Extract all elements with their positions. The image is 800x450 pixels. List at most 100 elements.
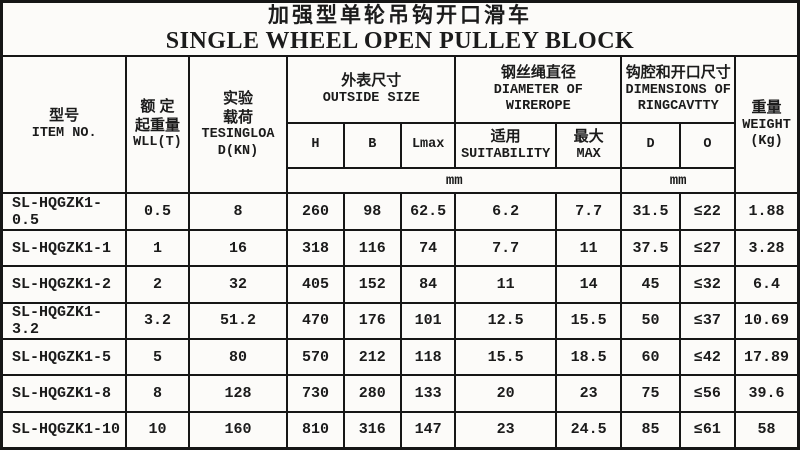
cell-d: 31.5 (620, 192, 681, 231)
header-sub-row: H B Lmax 适用 SUITABILITY 最大 MAX D O (2, 121, 799, 170)
cell-weight-kg: 17.89 (734, 337, 800, 377)
col-header-max: 最大 MAX (554, 121, 623, 170)
cell-b: 116 (342, 228, 402, 268)
cell-wll-t: 10 (125, 410, 190, 450)
col-header-suitability: 适用 SUITABILITY (454, 121, 557, 170)
cell-wll-t: 1 (125, 228, 190, 268)
spec-row: SL-HQGZK1-1 1 16 318 116 74 7.7 11 37.5 ≤27 3.28 (0, 228, 800, 268)
cell-rope-suitability: 11 (454, 265, 557, 304)
spec-row: SL-HQGZK1-10 10 160 810 316 147 23 24.5 85 ≤61 58 (0, 410, 800, 450)
cell-b: 152 (342, 265, 402, 304)
cell-weight-kg: 6.4 (734, 265, 800, 304)
cell-wll-t: 8 (125, 374, 190, 413)
cell-rope-suitability: 7.7 (454, 228, 557, 268)
cell-b: 280 (342, 374, 402, 413)
cell-lmax: 118 (399, 337, 457, 377)
cell-o: ≤56 (678, 374, 737, 413)
col-header-weight: 重量 WEIGHT (Kg) (734, 55, 800, 195)
cell-rope-max: 14 (554, 265, 623, 304)
test-load-en-2: D(KN) (217, 143, 259, 159)
cell-weight-kg: 10.69 (734, 301, 800, 340)
cell-d: 75 (620, 374, 681, 413)
test-load-zh-2: 载荷 (222, 108, 253, 126)
spec-row: SL-HQGZK1-3.2 3.2 51.2 470 176 101 12.5 15.5 50 ≤… (0, 301, 800, 340)
cell-o: ≤61 (678, 410, 737, 450)
suitability-en: SUITABILITY (461, 146, 551, 162)
outside-size-zh: 外表尺寸 (341, 71, 402, 89)
cell-d: 50 (620, 301, 681, 340)
cell-b: 98 (342, 192, 402, 231)
spec-row: SL-HQGZK1-2 2 32 405 152 84 11 14 45 ≤32 6.4 (0, 265, 800, 304)
cell-o: ≤32 (678, 265, 737, 304)
cell-h: 318 (286, 228, 345, 268)
cell-lmax: 147 (399, 410, 457, 450)
cell-test-load-kn: 128 (187, 374, 289, 413)
cell-d: 60 (620, 337, 681, 377)
suitability-zh: 适用 (490, 128, 521, 146)
cell-rope-max: 23 (554, 374, 623, 413)
col-header-wll: 额 定 起重量 WLL(T) (125, 55, 190, 195)
cell-wll-t: 2 (125, 265, 190, 304)
cell-o: ≤42 (678, 337, 737, 377)
cell-item-no: SL-HQGZK1-3.2 (0, 301, 128, 340)
title-zh: 加强型单轮吊钩开口滑车 (268, 4, 532, 28)
cell-rope-suitability: 15.5 (454, 337, 557, 377)
cell-rope-suitability: 23 (454, 410, 557, 450)
cell-rope-suitability: 12.5 (454, 301, 557, 340)
cell-h: 570 (286, 337, 345, 377)
spec-table-body: SL-HQGZK1-0.5 0.5 8 260 98 62.5 6.2 7.7 31.5 ≤22 1… (0, 192, 800, 450)
weight-en-2: (Kg) (750, 134, 783, 150)
cell-item-no: SL-HQGZK1-8 (0, 374, 128, 413)
col-header-item-no: 型号 ITEM NO. (0, 55, 128, 195)
cell-test-load-kn: 80 (187, 337, 289, 377)
unit-mm-right: mm (620, 167, 737, 195)
cell-o: ≤22 (678, 192, 737, 231)
cell-d: 45 (620, 265, 681, 304)
col-header-lmax: Lmax (399, 121, 457, 170)
title-row: 加强型单轮吊钩开口滑车 SINGLE WHEEL OPEN PULLEY BLO… (0, 0, 800, 58)
cell-item-no: SL-HQGZK1-1 (0, 228, 128, 268)
cell-item-no: SL-HQGZK1-10 (0, 410, 128, 450)
cell-rope-max: 7.7 (554, 192, 623, 231)
cell-wll-t: 5 (125, 337, 190, 377)
wirerope-zh: 钢丝绳直径 (500, 63, 576, 81)
cell-test-load-kn: 16 (187, 228, 289, 268)
ringcavity-zh: 钩腔和开口尺寸 (625, 63, 731, 81)
cell-h: 260 (286, 192, 345, 231)
outside-size-en: OUTSIDE SIZE (322, 90, 420, 106)
cell-weight-kg: 3.28 (734, 228, 800, 268)
ringcavity-en-2: RINGCAVTTY (637, 98, 719, 114)
cell-weight-kg: 39.6 (734, 374, 800, 413)
wll-zh-2: 起重量 (134, 116, 180, 134)
cell-wll-t: 0.5 (125, 192, 190, 231)
col-header-o: O (678, 121, 737, 170)
spec-row: SL-HQGZK1-0.5 0.5 8 260 98 62.5 6.2 7.7 31.5 ≤22 1… (0, 192, 800, 231)
cell-item-no: SL-HQGZK1-5 (0, 337, 128, 377)
col-header-b: B (342, 121, 402, 170)
table-title: 加强型单轮吊钩开口滑车 SINGLE WHEEL OPEN PULLEY BLO… (0, 0, 800, 58)
cell-rope-max: 24.5 (554, 410, 623, 450)
wirerope-en-1: DIAMETER OF (493, 82, 583, 98)
test-load-en-1: TESINGLOA (201, 127, 275, 143)
spec-row: SL-HQGZK1-5 5 80 570 212 118 15.5 18.5 60 ≤42 17.8… (0, 337, 800, 377)
cell-b: 316 (342, 410, 402, 450)
item-no-zh: 型号 (49, 107, 80, 125)
spec-row: SL-HQGZK1-8 8 128 730 280 133 20 23 75 ≤56 39.6 (0, 374, 800, 413)
cell-h: 405 (286, 265, 345, 304)
wll-zh-1: 额 定 (140, 97, 175, 115)
cell-o: ≤37 (678, 301, 737, 340)
cell-lmax: 84 (399, 265, 457, 304)
weight-en-1: WEIGHT (742, 117, 791, 133)
wll-en: WLL(T) (133, 135, 182, 151)
cell-weight-kg: 58 (734, 410, 800, 450)
item-no-en: ITEM NO. (31, 126, 97, 142)
header-unit-row: mm mm (2, 167, 799, 195)
col-header-h: H (286, 121, 345, 170)
cell-rope-max: 15.5 (554, 301, 623, 340)
unit-mm-left: mm (286, 167, 623, 195)
ringcavity-en-1: DIMENSIONS OF (625, 82, 731, 98)
col-group-outside-size: 外表尺寸 OUTSIDE SIZE (286, 55, 457, 124)
col-group-wirerope: 钢丝绳直径 DIAMETER OF WIREROPE (454, 55, 623, 124)
col-header-d: D (620, 121, 681, 170)
